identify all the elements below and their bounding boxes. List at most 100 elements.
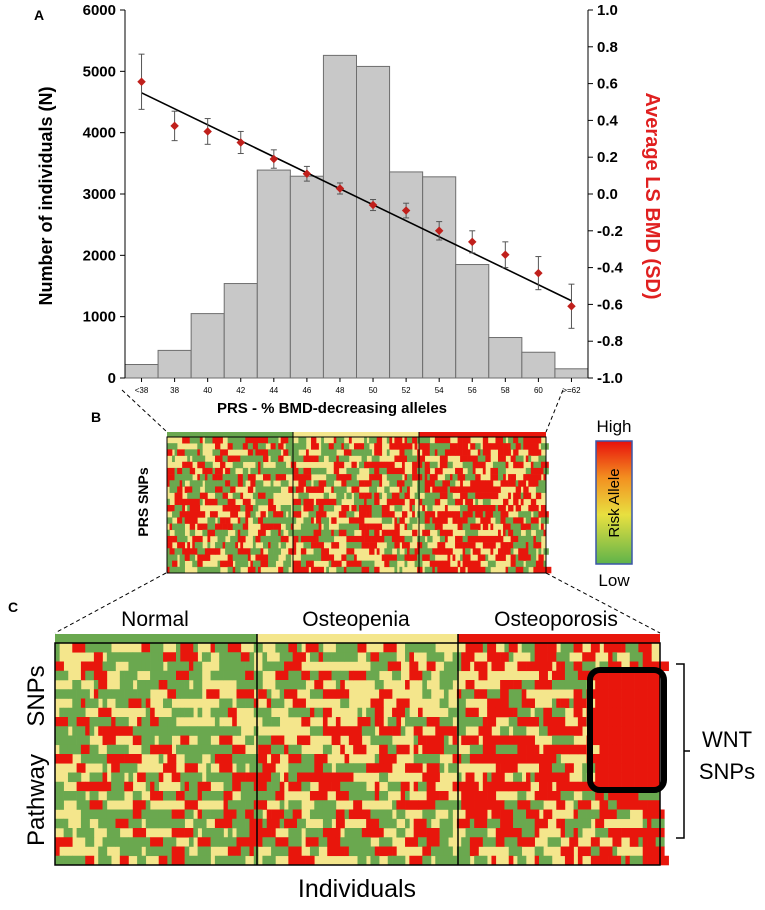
heatmap-cell bbox=[321, 449, 327, 456]
heatmap-cell bbox=[336, 498, 342, 506]
heatmap-cell bbox=[422, 474, 426, 481]
heatmap-cell bbox=[247, 554, 251, 561]
heatmap-cell bbox=[260, 498, 269, 506]
heatmap-cell bbox=[225, 517, 231, 524]
heatmap-cell bbox=[199, 492, 208, 500]
heatmap-cell bbox=[470, 529, 479, 537]
heatmap-cell bbox=[252, 542, 256, 549]
heatmap-cell bbox=[444, 548, 448, 555]
heatmap-cell bbox=[400, 726, 406, 736]
heatmap-cell bbox=[212, 449, 221, 456]
heatmap-cell bbox=[508, 529, 514, 537]
heatmap-cell bbox=[167, 480, 170, 487]
heatmap-cell bbox=[268, 505, 276, 512]
heatmap-cell bbox=[442, 511, 451, 518]
heatmap-cell bbox=[212, 474, 218, 481]
heatmap-cell bbox=[647, 818, 652, 829]
heatmap-cell bbox=[305, 474, 312, 481]
heatmap-cell bbox=[621, 689, 626, 699]
heatmap-cell bbox=[465, 809, 471, 820]
heatmap-cell bbox=[240, 542, 244, 549]
heatmap-cell bbox=[353, 443, 360, 450]
heatmap-cell bbox=[197, 511, 206, 518]
heatmap-cell bbox=[432, 523, 436, 531]
heatmap-cell bbox=[530, 443, 539, 450]
panel-b-group-bar-osteopenia bbox=[293, 432, 419, 437]
heatmap-cell bbox=[379, 726, 393, 736]
heatmap-cell bbox=[595, 818, 600, 829]
heatmap-cell bbox=[432, 517, 441, 524]
heatmap-cell bbox=[284, 809, 293, 820]
heatmap-cell bbox=[212, 480, 218, 487]
heatmap-cell bbox=[430, 781, 436, 792]
heatmap-cell bbox=[252, 480, 256, 487]
heatmap-cell bbox=[452, 781, 462, 792]
heatmap-cell bbox=[629, 707, 635, 718]
heatmap-cell bbox=[303, 443, 307, 450]
heatmap-cell bbox=[642, 772, 648, 783]
heatmap-cell bbox=[495, 763, 501, 773]
heatmap-cell bbox=[539, 643, 548, 653]
heatmap-cell bbox=[141, 744, 151, 755]
heatmap-cell bbox=[616, 800, 631, 810]
heatmap-cell bbox=[474, 828, 488, 838]
heatmap-cell bbox=[467, 449, 471, 456]
heatmap-cell bbox=[124, 744, 129, 755]
heatmap-cell bbox=[508, 707, 514, 718]
heatmap-cell bbox=[171, 846, 181, 857]
heatmap-cell bbox=[163, 763, 177, 773]
heatmap-cell bbox=[485, 566, 491, 574]
heatmap-cell bbox=[599, 726, 605, 736]
heatmap-cell bbox=[76, 791, 86, 801]
heatmap-cell bbox=[465, 643, 471, 653]
heatmap-cell bbox=[93, 754, 108, 764]
heatmap-cell bbox=[497, 474, 504, 481]
heatmap-cell bbox=[427, 505, 433, 512]
heatmap-cell bbox=[300, 535, 309, 543]
heatmap-cell bbox=[201, 828, 216, 838]
heatmap-cell bbox=[230, 542, 236, 549]
left-tick-label-4: 4000 bbox=[83, 125, 116, 142]
heatmap-cell bbox=[540, 517, 549, 524]
heatmap-cell bbox=[119, 670, 125, 681]
heatmap-cell bbox=[647, 707, 652, 718]
heatmap-cell bbox=[505, 517, 511, 524]
heatmap-cell bbox=[260, 535, 269, 543]
heatmap-cell bbox=[518, 542, 527, 549]
heatmap-cell bbox=[422, 498, 428, 506]
heatmap-cell bbox=[245, 474, 249, 481]
heatmap-cell bbox=[346, 542, 352, 549]
heatmap-cell bbox=[335, 837, 341, 847]
heatmap-cell bbox=[439, 855, 449, 866]
heatmap-cell bbox=[560, 818, 566, 829]
heatmap-cell bbox=[305, 837, 319, 847]
heatmap-cell bbox=[253, 791, 263, 801]
heatmap-cell bbox=[335, 828, 341, 838]
heatmap-cell bbox=[642, 680, 648, 690]
heatmap-cell bbox=[182, 437, 191, 444]
heatmap-cell bbox=[55, 652, 60, 662]
heatmap-cell bbox=[174, 449, 178, 456]
heatmap-cell bbox=[642, 846, 652, 857]
heatmap-cell bbox=[515, 566, 524, 574]
heatmap-cell bbox=[279, 652, 293, 662]
heatmap-cell bbox=[172, 523, 178, 531]
heatmap-cell bbox=[533, 535, 537, 543]
heatmap-cell bbox=[500, 480, 509, 487]
heatmap-cell bbox=[359, 523, 367, 531]
heatmap-cell bbox=[573, 643, 583, 653]
heatmap-cell bbox=[236, 726, 242, 736]
heatmap-cell bbox=[298, 437, 307, 444]
heatmap-cell bbox=[577, 818, 583, 829]
heatmap-cell bbox=[383, 818, 389, 829]
heatmap-cell bbox=[629, 735, 635, 746]
heatmap-cell bbox=[172, 535, 178, 543]
heatmap-cell bbox=[590, 837, 600, 847]
heatmap-cell bbox=[442, 566, 451, 574]
heatmap-cell bbox=[237, 523, 244, 531]
heatmap-cell bbox=[188, 754, 203, 764]
heatmap-cell bbox=[505, 529, 509, 537]
heatmap-cell bbox=[616, 698, 622, 709]
heatmap-cell bbox=[184, 800, 198, 810]
heatmap-cell bbox=[266, 689, 272, 699]
